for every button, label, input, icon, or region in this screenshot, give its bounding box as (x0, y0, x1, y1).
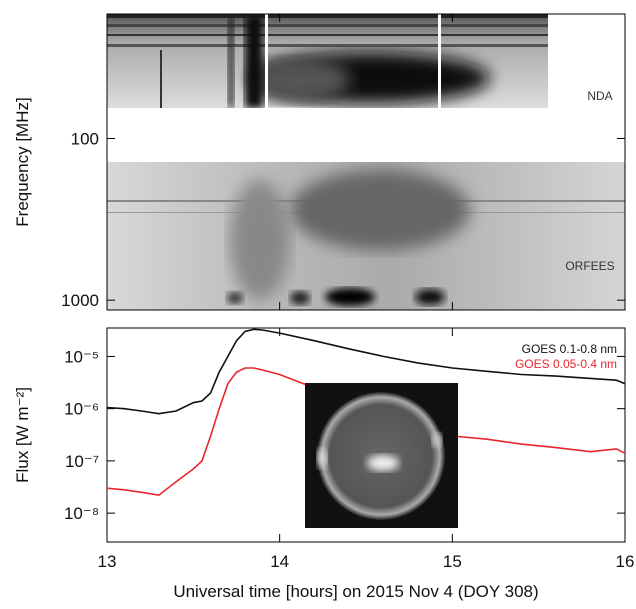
x-tick-label: 16 (616, 552, 635, 571)
orfees-spectrogram (107, 162, 625, 310)
y-tick-label: 10⁻⁷ (65, 452, 99, 471)
top-frame (106, 13, 626, 311)
y-tick-label: 10⁻⁵ (64, 347, 99, 366)
bottom-frame (106, 327, 626, 543)
y-axis-label: Frequency [MHz] (13, 97, 32, 226)
annotation: ORFEES (565, 259, 614, 273)
legend-entry: GOES 0.05-0.4 nm (515, 357, 617, 371)
y-tick-label: 10⁻⁶ (64, 400, 99, 419)
y-tick-label: 1000 (61, 291, 99, 310)
legend-entry: GOES 0.1-0.8 nm (522, 342, 617, 356)
x-axis-label: Universal time [hours] on 2015 Nov 4 (DO… (173, 582, 538, 601)
annotation: NDA (587, 89, 612, 103)
y-tick-label: 10⁻⁸ (64, 504, 99, 523)
x-tick-label: 13 (98, 552, 117, 571)
sun-inset (305, 383, 458, 528)
x-tick-label: 14 (270, 552, 289, 571)
x-tick-label: 15 (443, 552, 462, 571)
series-line (106, 328, 626, 415)
nda-spectrogram (107, 14, 548, 108)
plot-layer: 100 1000 Frequency [MHz] NDA ORFEES 10⁻⁸ 10⁻⁷ 1… (13, 14, 634, 601)
y-axis-label: Flux [W m⁻²] (13, 387, 32, 483)
y-tick-label: 100 (71, 129, 99, 148)
series-line (106, 367, 626, 497)
